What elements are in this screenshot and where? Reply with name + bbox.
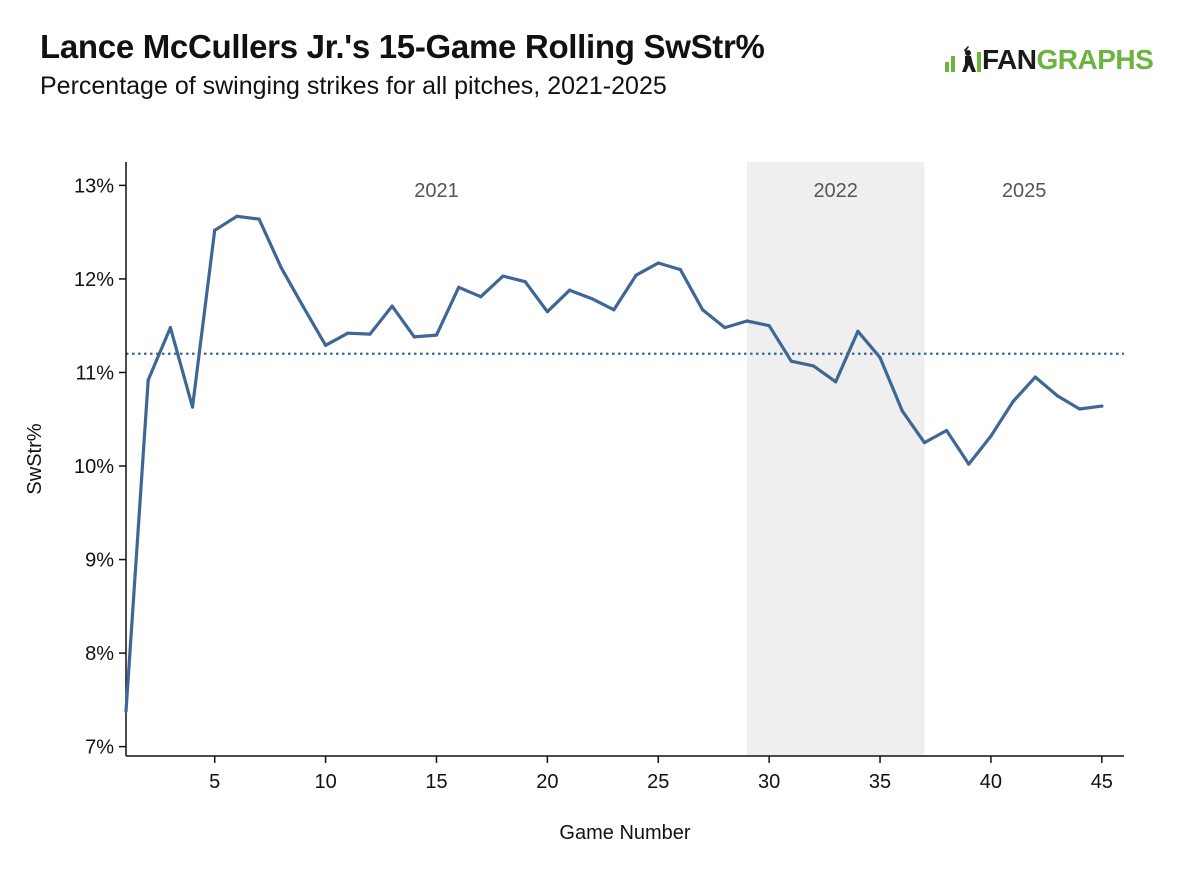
x-tick-label: 45 <box>1091 771 1113 793</box>
data-point <box>967 462 971 466</box>
period-shade-2022 <box>746 162 925 756</box>
period-label-2025: 2025 <box>1002 180 1047 202</box>
data-point <box>989 434 993 438</box>
data-point <box>590 296 594 301</box>
data-point <box>146 378 150 382</box>
data-point <box>900 409 904 413</box>
series-line-0 <box>124 214 1104 713</box>
data-point <box>434 333 439 337</box>
data-point <box>412 335 416 339</box>
data-point <box>235 214 239 218</box>
data-point <box>678 267 683 272</box>
x-tick-label: 15 <box>425 771 447 793</box>
y-tick-label: 10% <box>74 456 114 478</box>
data-point <box>190 405 195 409</box>
data-point <box>213 228 217 232</box>
period-label-2021: 2021 <box>414 180 459 202</box>
data-point <box>479 295 483 299</box>
data-point <box>656 261 660 265</box>
data-point <box>457 285 461 289</box>
batter-silhouette-icon <box>945 46 981 72</box>
data-point <box>501 274 505 278</box>
data-point <box>1011 399 1015 404</box>
y-tick-label: 7% <box>85 737 114 759</box>
period-shading-layer <box>746 162 925 756</box>
x-tick-label: 40 <box>980 771 1002 793</box>
y-tick-label: 13% <box>74 175 114 197</box>
logo-text-graphs: GRAPHS <box>1036 44 1154 75</box>
data-point <box>1078 407 1082 411</box>
y-axis-title: SwStr% <box>24 423 46 494</box>
data-point <box>324 343 328 347</box>
data-point <box>612 308 616 312</box>
data-point <box>634 273 638 277</box>
chart-title: Lance McCullers Jr.'s 15-Game Rolling Sw… <box>40 28 765 65</box>
tick-labels: 7%8%9%10%11%12%13%5 10 15 20 25 30 35 40 45 <box>74 175 1113 793</box>
data-point <box>834 380 838 384</box>
x-tick-label: 10 <box>314 771 336 793</box>
data-point <box>567 288 572 292</box>
y-tick-label: 12% <box>74 269 114 291</box>
axes <box>125 162 1124 757</box>
x-tick-label: 25 <box>647 771 669 793</box>
data-point <box>723 325 727 330</box>
data-point <box>878 355 882 360</box>
data-point <box>1100 404 1104 408</box>
data-point <box>545 310 549 314</box>
data-point <box>368 332 372 336</box>
data-point <box>168 325 172 330</box>
data-point <box>856 329 860 333</box>
period-labels: 2021 2022 2025 <box>414 180 1046 202</box>
y-tick-label: 8% <box>85 643 114 665</box>
data-point <box>1055 394 1060 398</box>
data-point <box>279 266 283 270</box>
data-point <box>124 709 128 713</box>
data-point <box>346 331 350 335</box>
chart-subtitle: Percentage of swinging strikes for all p… <box>40 72 667 100</box>
data-point <box>257 217 261 221</box>
data-point <box>301 305 306 309</box>
data-point <box>789 359 793 363</box>
data-point <box>767 324 771 328</box>
data-point <box>390 304 394 308</box>
data-point <box>944 428 949 433</box>
y-tick-label: 9% <box>85 550 114 572</box>
x-tick-label: 20 <box>536 771 558 793</box>
series-layer <box>124 214 1104 713</box>
x-tick-label: 30 <box>758 771 780 793</box>
fangraphs-logo: FAN GRAPHS <box>944 44 1154 76</box>
x-axis-title: Game Number <box>559 822 690 844</box>
y-tick-label: 11% <box>75 362 114 384</box>
data-point <box>811 364 816 368</box>
data-point <box>523 280 527 284</box>
logo-text-fan: FAN <box>982 44 1037 75</box>
data-point <box>745 319 749 323</box>
data-point <box>1033 375 1037 379</box>
x-tick-label: 5 <box>209 771 220 793</box>
data-point <box>922 441 927 445</box>
period-label-2022: 2022 <box>813 180 858 202</box>
x-tick-label: 35 <box>869 771 891 793</box>
data-point <box>701 308 705 312</box>
